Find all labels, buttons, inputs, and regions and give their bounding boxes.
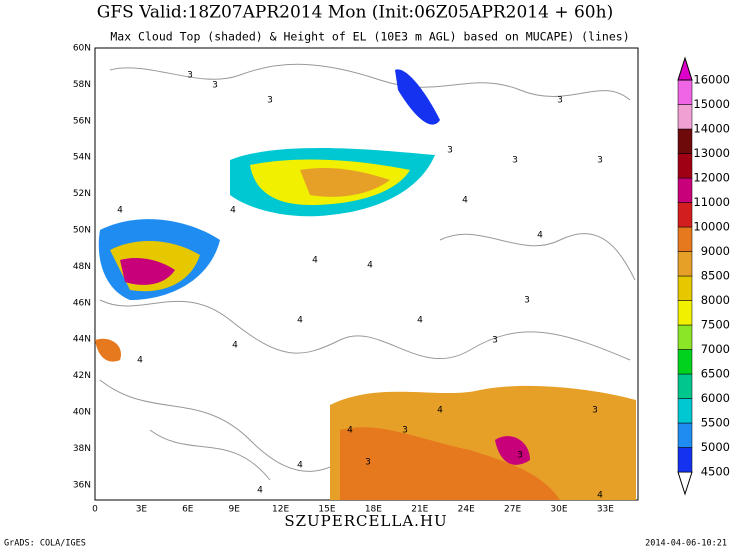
subtitle: Max Cloud Top (shaded) & Height of EL (1…	[110, 30, 629, 44]
lon-label: 15E	[318, 505, 335, 515]
title: GFS Valid:18Z07APR2014 Mon (Init:06Z05AP…	[97, 3, 613, 23]
lon-label: 21E	[411, 505, 428, 515]
contour-label: 3	[557, 96, 563, 106]
lat-label: 36N	[73, 480, 91, 490]
contours	[99, 63, 636, 481]
contour-label: 4	[367, 261, 373, 271]
colorbar-label: 8000	[701, 293, 730, 307]
shading	[95, 69, 636, 500]
contour-label: 4	[297, 316, 303, 326]
contour-label: 3	[517, 451, 523, 461]
colorbar-box	[677, 251, 693, 277]
contour-label: 4	[117, 206, 123, 216]
footer-center: SZUPERCELLA.HU	[284, 512, 447, 530]
colorbar-label: 11000	[693, 195, 730, 209]
colorbar-box	[677, 373, 693, 399]
colorbar-box	[677, 128, 693, 154]
contour-label: 3	[365, 458, 371, 468]
lon-label: 24E	[458, 505, 475, 515]
colorbar-over	[677, 56, 693, 81]
contour-label: 4	[462, 196, 468, 206]
contour-label: 3	[512, 156, 518, 166]
lon-label: 30E	[550, 505, 567, 515]
contour-label: 3	[187, 71, 193, 81]
colorbar-label: 10000	[693, 220, 730, 234]
lon-label: 9E	[228, 505, 240, 515]
colorbar-box	[677, 177, 693, 203]
colorbar-label: 16000	[693, 73, 730, 87]
colorbar-label: 12000	[693, 171, 730, 185]
colorbar-box	[677, 447, 693, 473]
colorbar-label: 6000	[701, 391, 730, 405]
lat-label: 40N	[73, 408, 91, 418]
contour-label: 3	[212, 81, 218, 91]
colorbar-label: 8500	[701, 269, 730, 283]
lon-label: 0	[92, 505, 98, 515]
lat-label: 56N	[73, 116, 91, 126]
lon-label: 3E	[136, 505, 148, 515]
contour-label: 4	[230, 206, 236, 216]
colorbar-label: 7500	[701, 318, 730, 332]
colorbar-label: 13000	[693, 146, 730, 160]
lon-label: 27E	[504, 505, 521, 515]
contour-label: 3	[592, 406, 598, 416]
contour-label: 4	[437, 406, 443, 416]
contour-label: 4	[137, 356, 143, 366]
contour-label: 4	[597, 491, 603, 501]
contour-label: 3	[597, 156, 603, 166]
contour-label: 4	[297, 461, 303, 471]
lat-label: 46N	[73, 298, 91, 308]
colorbar-label: 9000	[701, 244, 730, 258]
footer-right: 2014-04-06-10:21	[645, 539, 727, 549]
colorbar-label: 5500	[701, 416, 730, 430]
colorbar-label: 4500	[701, 465, 730, 479]
lon-label: 33E	[597, 505, 614, 515]
colorbar-box	[677, 398, 693, 424]
lat-label: 38N	[73, 444, 91, 454]
colorbar-box	[677, 300, 693, 326]
lat-label: 52N	[73, 189, 91, 199]
colorbar-box	[677, 202, 693, 228]
lat-label: 58N	[73, 80, 91, 90]
lon-label: 18E	[365, 505, 382, 515]
contour-label: 4	[537, 231, 543, 241]
lat-label: 42N	[73, 371, 91, 381]
colorbar-label: 7000	[701, 342, 730, 356]
colorbar-box	[677, 153, 693, 179]
colorbar-box	[677, 104, 693, 130]
lat-label: 54N	[73, 153, 91, 163]
colorbar-box	[677, 275, 693, 301]
colorbar-box	[677, 349, 693, 375]
lon-label: 12E	[272, 505, 289, 515]
contour-label: 3	[267, 96, 273, 106]
contour-label: 4	[257, 486, 263, 496]
footer-left: GrADS: COLA/IGES	[4, 539, 86, 549]
colorbar-label: 14000	[693, 122, 730, 136]
contour-label: 3	[524, 296, 530, 306]
map: 60N 58N 56N 54N 52N 50N 48N 46N 44N 42N 40N 38N 36N 0…	[73, 44, 639, 515]
colorbar-label: 15000	[693, 97, 730, 111]
lat-label: 50N	[73, 226, 91, 236]
lat-label: 60N	[73, 44, 91, 54]
colorbar-box	[677, 79, 693, 105]
contour-label: 4	[347, 426, 353, 436]
colorbar-label: 5000	[701, 440, 730, 454]
colorbar: 4500 5000 5500 6000 6500 7000 7500 8000 8500 9000…	[677, 56, 730, 496]
contour-label: 4	[417, 316, 423, 326]
contour-label: 3	[447, 146, 453, 156]
lon-label: 6E	[182, 505, 194, 515]
colorbar-box	[677, 324, 693, 350]
lat-label: 44N	[73, 335, 91, 345]
contour-label: 3	[492, 336, 498, 346]
contour-label: 4	[312, 256, 318, 266]
contour-label: 3	[402, 426, 408, 436]
colorbar-box	[677, 422, 693, 448]
colorbar-box	[677, 226, 693, 252]
lat-label: 48N	[73, 262, 91, 272]
contour-label: 4	[232, 341, 238, 351]
colorbar-under	[677, 471, 693, 496]
colorbar-label: 6500	[701, 367, 730, 381]
